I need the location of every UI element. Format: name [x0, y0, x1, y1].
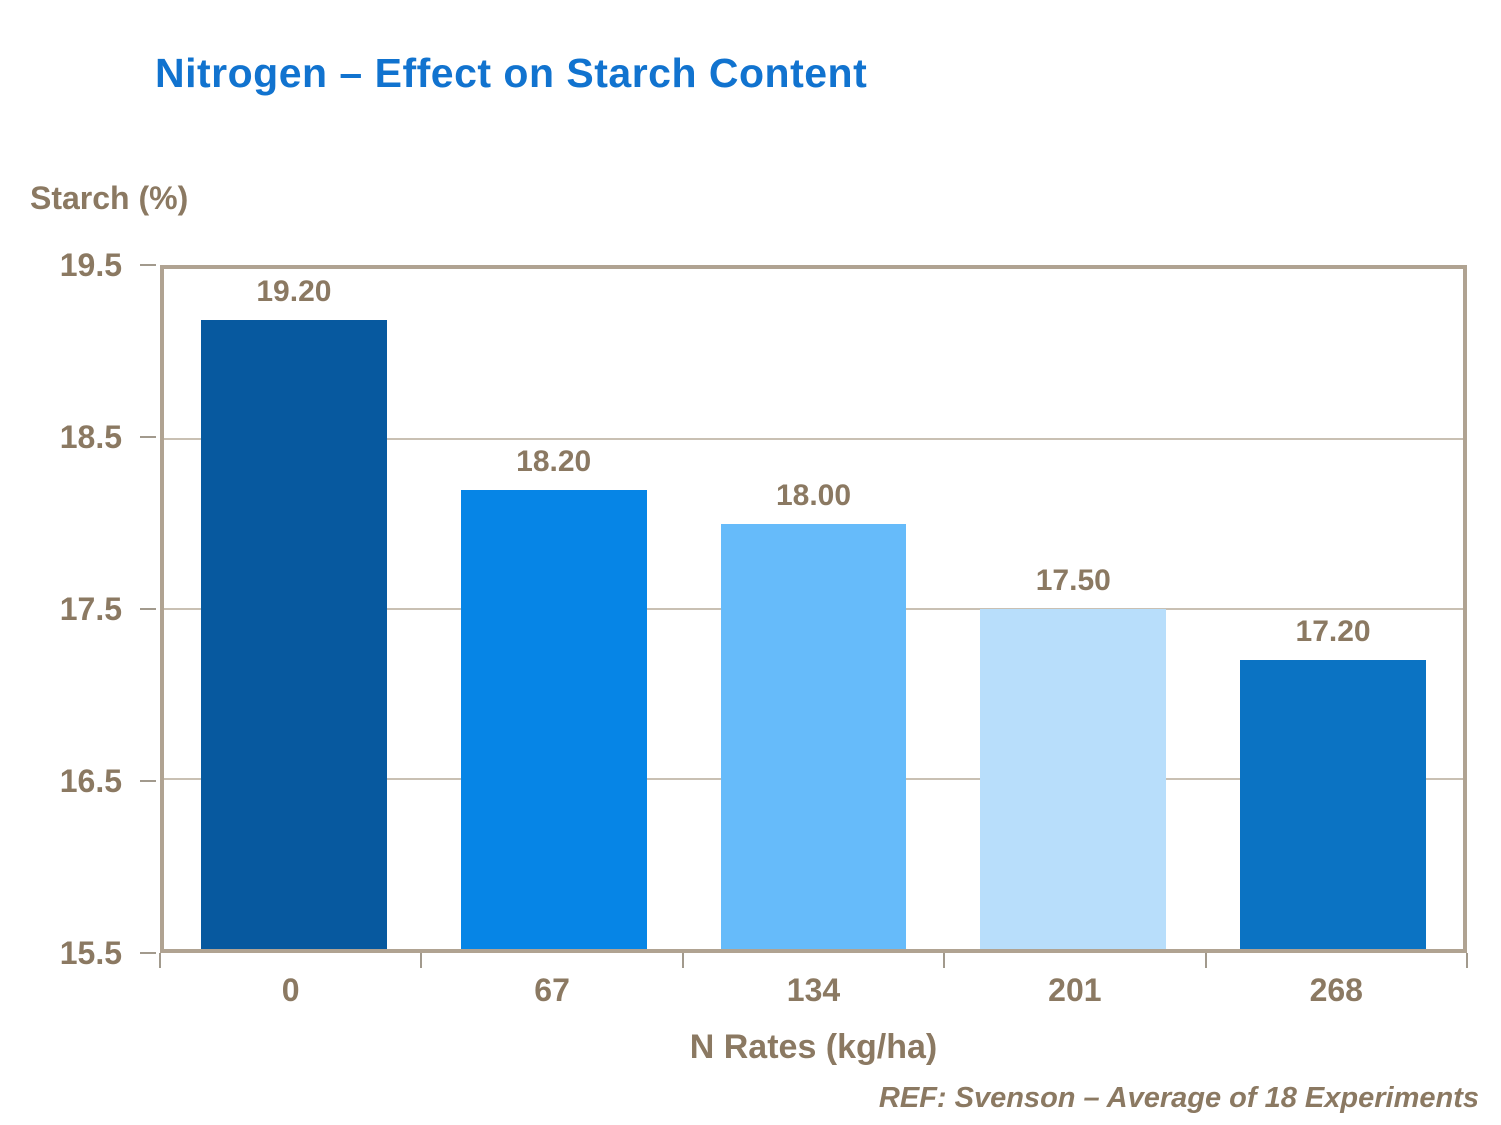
- chart-title: Nitrogen – Effect on Starch Content: [155, 50, 868, 96]
- y-tick-mark: [140, 952, 156, 954]
- y-tick-label: 16.5: [59, 763, 122, 799]
- x-category-label: 134: [786, 972, 841, 1008]
- x-tick-mark: [420, 953, 423, 968]
- x-category-label: 268: [1309, 972, 1363, 1008]
- y-tick-mark: [140, 780, 156, 782]
- bar-201: [980, 609, 1167, 949]
- x-axis-labels: 0 67 134 201 268: [160, 972, 1467, 1009]
- y-tick-label: 19.5: [59, 247, 122, 283]
- gridline: [164, 438, 1463, 440]
- y-tick-label: 17.5: [59, 591, 122, 627]
- y-tick-mark: [140, 264, 156, 266]
- x-tick-mark: [1204, 953, 1207, 968]
- bar-value-label: 17.20: [1295, 615, 1371, 648]
- x-tick-mark: [943, 953, 946, 968]
- y-tick-label: 15.5: [59, 935, 122, 971]
- reference-note: REF: Svenson – Average of 18 Experiments: [878, 1082, 1479, 1114]
- y-axis: 19.5 18.5 17.5 16.5 15.5: [0, 249, 160, 969]
- x-tick-mark: [159, 953, 161, 968]
- bar-value-label: 19.20: [256, 275, 332, 308]
- bar-134: [720, 524, 907, 949]
- y-tick-mark: [140, 608, 156, 610]
- y-axis-title: Starch (%): [30, 180, 189, 216]
- x-tick-mark: [1466, 953, 1468, 968]
- y-tick-label: 18.5: [59, 419, 122, 455]
- bar-0: [201, 320, 387, 949]
- y-tick-mark: [140, 436, 156, 438]
- bar-value-label: 18.00: [775, 479, 852, 512]
- x-category-label: 201: [1048, 972, 1102, 1008]
- bar-67: [460, 490, 647, 949]
- bar-value-label: 17.50: [1035, 564, 1111, 597]
- plot-area: 19.20 18.20 18.00 17.50 17.20: [160, 265, 1467, 953]
- bar-268: [1240, 660, 1426, 949]
- x-axis-title: N Rates (kg/ha): [689, 1028, 938, 1066]
- x-axis-ticks: [159, 953, 1468, 969]
- bar-value-label: 18.20: [516, 445, 592, 478]
- x-category-label: 67: [534, 972, 570, 1008]
- x-category-label: 0: [281, 972, 300, 1008]
- x-tick-mark: [681, 953, 684, 968]
